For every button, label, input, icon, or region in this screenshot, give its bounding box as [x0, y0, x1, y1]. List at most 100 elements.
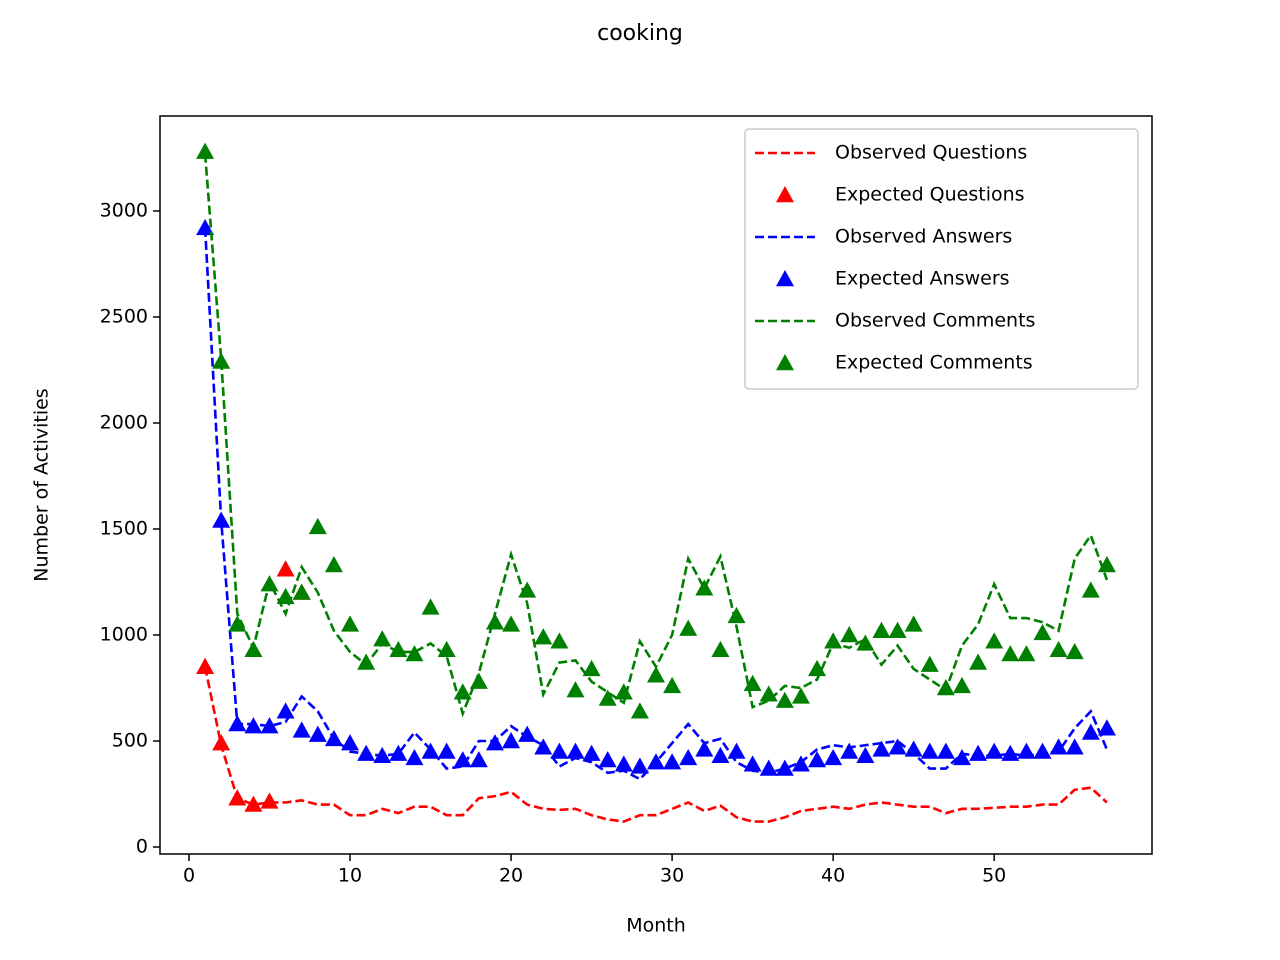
marker	[711, 746, 730, 764]
marker	[485, 734, 504, 751]
marker	[502, 615, 521, 632]
legend-label: Expected Questions	[835, 184, 1025, 206]
marker	[228, 715, 247, 732]
marker	[630, 702, 649, 719]
marker	[212, 511, 231, 528]
marker	[244, 717, 263, 734]
marker	[614, 683, 633, 700]
marker	[324, 556, 343, 573]
marker	[341, 615, 360, 632]
marker	[244, 640, 263, 658]
marker	[1033, 742, 1052, 759]
marker	[373, 630, 392, 647]
marker	[824, 748, 843, 766]
marker	[695, 579, 714, 596]
y-tick-label: 2000	[100, 411, 148, 433]
marker	[679, 619, 698, 636]
marker	[1081, 581, 1100, 598]
marker	[228, 615, 247, 632]
marker	[405, 645, 424, 662]
marker	[244, 795, 263, 812]
legend-label: Observed Comments	[835, 310, 1035, 332]
y-tick-label: 1000	[100, 623, 148, 645]
marker	[421, 598, 440, 615]
legend-swatch	[776, 186, 794, 203]
marker	[228, 789, 247, 806]
marker	[775, 759, 794, 776]
marker	[485, 613, 504, 630]
marker	[808, 659, 827, 677]
marker	[936, 742, 955, 759]
marker	[727, 742, 746, 759]
y-tick-label: 1500	[100, 517, 148, 539]
marker	[663, 753, 682, 770]
marker	[985, 742, 1004, 759]
marker	[904, 740, 923, 757]
marker	[663, 676, 682, 694]
marker	[743, 755, 762, 772]
marker	[260, 575, 279, 592]
marker	[952, 676, 971, 694]
marker	[534, 628, 553, 645]
marker	[920, 655, 939, 672]
marker	[566, 681, 585, 698]
marker	[453, 683, 472, 700]
marker	[695, 740, 714, 757]
marker	[840, 742, 859, 759]
marker	[308, 517, 327, 535]
marker	[1049, 738, 1068, 755]
marker	[196, 657, 215, 674]
marker	[502, 731, 521, 749]
marker	[856, 746, 875, 764]
marker	[582, 659, 601, 677]
marker	[260, 717, 279, 734]
marker	[647, 666, 665, 683]
marker	[791, 755, 810, 772]
series-line	[203, 666, 1108, 823]
marker	[936, 678, 955, 696]
marker	[888, 621, 907, 638]
marker	[888, 738, 907, 755]
marker	[405, 748, 424, 766]
marker	[824, 632, 843, 649]
legend-box	[744, 128, 1139, 390]
marker	[791, 687, 810, 704]
marker	[598, 689, 617, 706]
marker	[904, 615, 923, 632]
legend-swatch	[776, 354, 794, 371]
marker	[1065, 738, 1084, 755]
marker	[357, 744, 376, 761]
marker	[985, 632, 1004, 649]
marker	[276, 702, 295, 719]
x-tick-label: 50	[982, 865, 1006, 887]
x-tick-label: 10	[338, 865, 362, 887]
x-axis-label: Month	[626, 915, 686, 937]
marker	[808, 751, 827, 768]
plot-frame	[159, 115, 1153, 855]
marker	[727, 606, 746, 624]
marker	[630, 757, 649, 774]
marker	[276, 587, 295, 605]
marker	[534, 738, 553, 755]
marker	[1001, 645, 1020, 662]
marker	[856, 634, 875, 651]
x-tick-label: 0	[183, 865, 195, 887]
marker	[1001, 744, 1020, 761]
marker	[969, 653, 988, 670]
marker	[647, 753, 665, 770]
y-tick-label: 0	[136, 836, 148, 858]
marker	[276, 560, 295, 577]
marker	[212, 734, 231, 751]
legend-label: Expected Comments	[835, 352, 1033, 374]
marker	[872, 740, 891, 757]
marker	[920, 742, 939, 759]
marker	[196, 218, 215, 236]
x-tick-label: 40	[821, 865, 845, 887]
marker	[518, 725, 537, 742]
marker	[357, 653, 376, 670]
marker	[453, 751, 472, 768]
legend-swatch	[776, 270, 794, 287]
marker	[1097, 719, 1116, 736]
marker	[389, 640, 408, 658]
